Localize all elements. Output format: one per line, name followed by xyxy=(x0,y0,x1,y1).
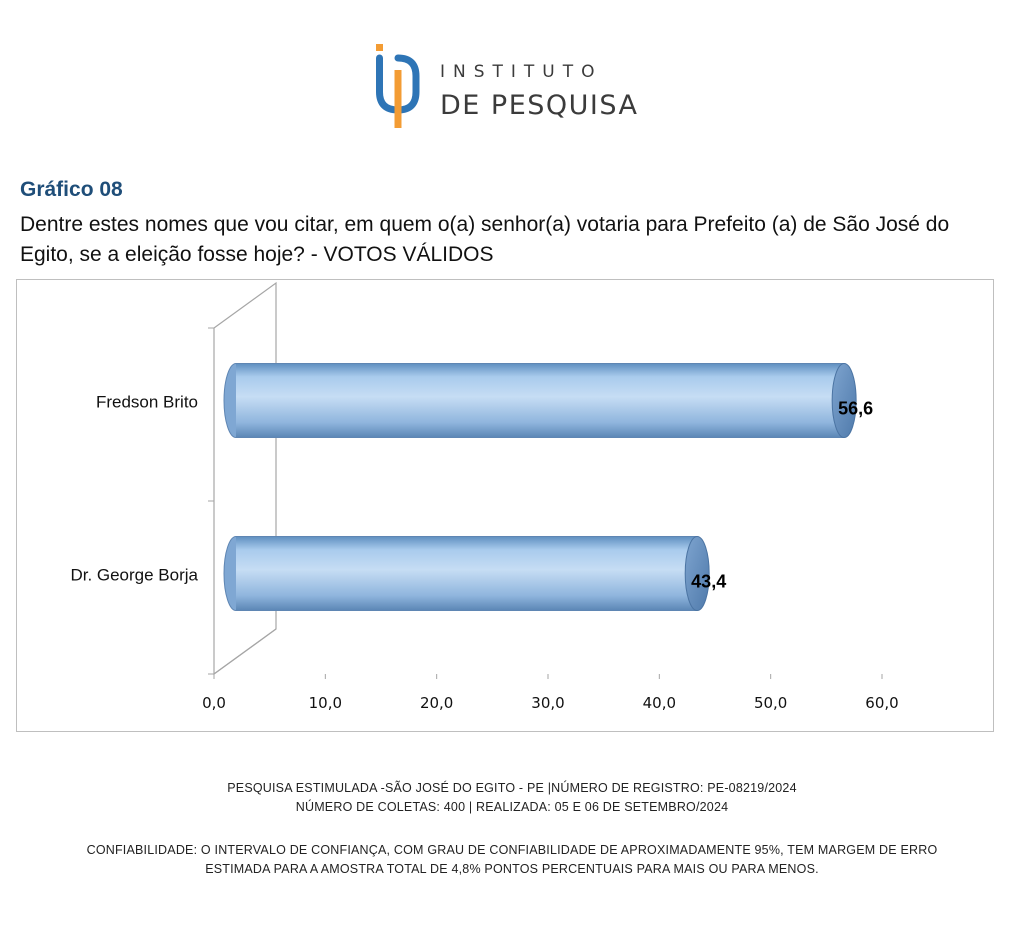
chart-subtitle: Dentre estes nomes que vou citar, em que… xyxy=(20,213,950,266)
footer-line-registration: PESQUISA ESTIMULADA -SÃO JOSÉ DO EGITO -… xyxy=(227,781,797,795)
floor-edge xyxy=(213,628,277,675)
institute-logo: INSTITUTO DE PESQUISA xyxy=(372,40,662,132)
bar-front-cap xyxy=(831,363,857,438)
plot-area-border xyxy=(16,279,994,732)
logo-text-de-pesquisa: DE PESQUISA xyxy=(440,90,639,121)
bar-chart: 0,0 10,0 20,0 30,0 40,0 50,0 60,0 Fredson Brito… xyxy=(16,279,994,732)
x-tick-label: 40,0 xyxy=(643,694,676,712)
footer-confidence: CONFIABILIDADE: O INTERVALO DE CONFIANÇA… xyxy=(0,841,1024,879)
chart-title: Gráfico 08 xyxy=(20,178,123,201)
x-tick-label: 0,0 xyxy=(202,694,226,712)
x-tick-label: 60,0 xyxy=(865,694,898,712)
footer-line-confidence-2: ESTIMADA PARA A AMOSTRA TOTAL DE 4,8% PO… xyxy=(205,862,819,876)
bar xyxy=(236,363,845,438)
logo-text-instituto: INSTITUTO xyxy=(440,62,603,82)
data-label: 43,4 xyxy=(691,572,726,592)
x-tick-label: 20,0 xyxy=(420,694,453,712)
data-label: 56,6 xyxy=(838,399,873,419)
category-label: Fredson Brito xyxy=(96,393,198,412)
footer-registration: PESQUISA ESTIMULADA -SÃO JOSÉ DO EGITO -… xyxy=(0,779,1024,817)
x-tick-label: 10,0 xyxy=(309,694,342,712)
footer-line-confidence-1: CONFIABILIDADE: O INTERVALO DE CONFIANÇA… xyxy=(86,843,938,857)
x-tick-label: 30,0 xyxy=(531,694,564,712)
logo-mark-icon xyxy=(376,44,420,128)
bar xyxy=(236,536,698,611)
footer-line-collection: NÚMERO DE COLETAS: 400 | REALIZADA: 05 E… xyxy=(295,800,729,814)
x-tick-label: 50,0 xyxy=(754,694,787,712)
category-label: Dr. George Borja xyxy=(70,566,198,585)
bar-front-cap xyxy=(684,536,710,611)
